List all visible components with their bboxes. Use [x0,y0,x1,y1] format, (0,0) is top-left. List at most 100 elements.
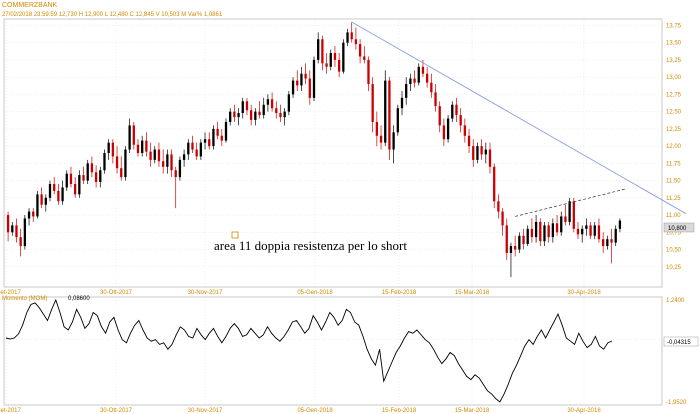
candle-body [300,73,303,86]
candle-body [124,149,127,178]
candle-body [522,235,525,245]
candle-body [23,218,27,247]
candle-body [212,128,215,147]
candle-body [132,125,135,145]
candle-body [266,99,270,105]
candle-body [350,32,353,40]
candle-body [44,197,47,205]
candle-body [388,80,391,150]
candle-body [53,184,56,191]
candle-body [539,221,542,242]
candle-body [40,194,43,205]
candlestick-series [6,22,622,278]
candle-body [208,139,211,147]
candle-body [270,99,274,109]
candle-body [296,80,299,86]
price-x-tick-label: 15-Feb-2018 [382,290,417,296]
candle-body [463,125,467,136]
price-tick-label: 12,25 [666,127,682,133]
candle-body [551,223,555,238]
candle-body [442,125,446,140]
candle-body [166,154,169,167]
candle-body [111,142,115,157]
last-price-box: 10,800 [663,222,695,233]
candle-body [467,135,471,147]
candle-body [153,149,156,160]
candle-body [509,246,513,253]
candle-body [241,101,244,114]
candle-body [530,228,534,238]
candle-body [543,225,546,242]
price-tick-label: 11,00 [666,213,681,219]
momentum-x-tick-label: 30-Nov-2017 [188,408,223,414]
candle-body [103,153,106,171]
candle-body [371,84,374,122]
momentum-axis: 1,2400 -1,9520 [666,298,687,406]
candle-body [15,225,18,238]
candle-body [61,187,64,202]
candle-body [396,108,399,133]
price-tick-label: 10,75 [666,230,682,236]
candle-body [618,220,622,229]
candle-body [220,135,223,141]
candle-body [354,39,358,45]
price-x-tick-label: 15-Mar-2018 [455,290,490,296]
candle-body [384,80,387,143]
candle-body [191,142,194,150]
candle-body [568,201,571,222]
price-panel-frame [3,18,663,288]
candle-body [308,78,311,98]
momentum-tick-label: 1,2400 [666,298,685,304]
candle-body [493,166,496,202]
candle-body [560,216,563,233]
price-x-axis: 5-Set-2017 30-Ott-2017 30-Nov-2017 05-Gen-2… [0,290,601,296]
price-x-tick-label: 30-Ott-2017 [100,290,133,296]
candle-body [32,211,35,217]
momentum-x-axis: 5-Set-2017 30-Ott-2017 30-Nov-2017 05-Gen-2… [0,408,601,414]
candle-body [610,239,613,243]
candle-body [195,149,198,157]
candle-body [262,104,265,116]
candle-body [501,211,504,226]
momentum-grid [4,297,662,405]
price-x-tick-label: 30-Nov-2017 [188,290,223,296]
candle-body [526,228,529,245]
candle-body [275,108,278,114]
candle-body [451,104,454,119]
candle-body [597,225,601,240]
candle-body [86,163,89,181]
candle-body [329,53,332,67]
candle-body [304,73,307,79]
candle-body [27,211,31,219]
price-axis: 13,75 13,50 13,25 13,00 12,75 12,50 12,25 12,00… [666,23,682,270]
candle-body [425,73,429,83]
candle-body [233,111,236,118]
candle-body [409,78,412,85]
candle-body [358,44,362,57]
candle-body [115,156,119,169]
price-tick-label: 13,50 [666,41,682,47]
price-tick-label: 11,25 [666,196,681,202]
price-tick-label: 10,50 [666,248,682,254]
candle-body [120,168,123,178]
candle-body [69,173,73,185]
candle-body [572,201,575,229]
candle-body [82,175,85,181]
annotation-marker [231,231,239,239]
candle-body [455,104,458,116]
candle-body [249,110,253,120]
momentum-x-tick-label: 15-Feb-2018 [382,408,417,414]
momentum-panel-frame [3,296,663,406]
price-tick-label: 11,50 [666,179,681,185]
candle-body [430,82,433,93]
candle-body [601,239,605,247]
candle-body [149,151,152,160]
candle-body [229,111,232,122]
price-x-tick-label: 30-Apr-2018 [567,290,601,296]
candle-body [258,111,261,116]
candle-body [199,142,203,157]
candle-body [337,59,341,72]
ohlc-info: 27/02/2018 23:59:59 12,730 H 12,900 L 12… [2,12,223,18]
candle-body [392,132,395,150]
